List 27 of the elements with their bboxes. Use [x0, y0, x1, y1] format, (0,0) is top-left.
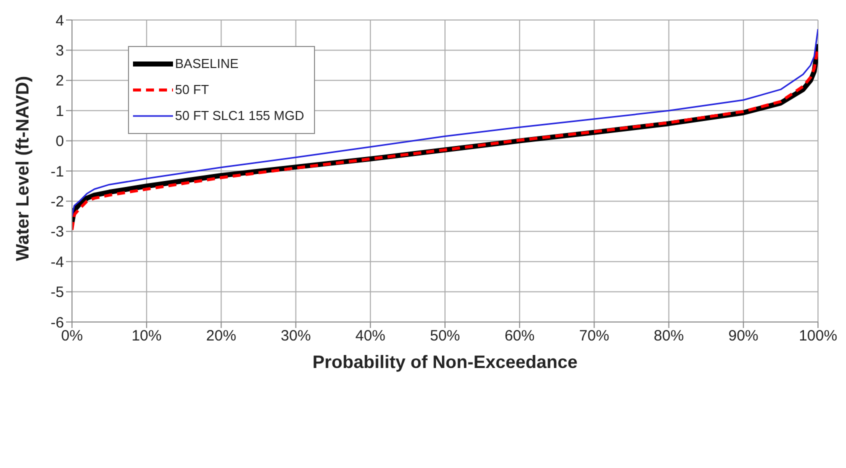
y-tick-label: -3: [50, 224, 64, 241]
y-tick-label: 4: [56, 12, 64, 30]
x-tick-label: 50%: [430, 328, 460, 345]
y-tick-label: -4: [50, 254, 64, 271]
y-tick-label: 1: [56, 102, 64, 120]
x-tick-label: 60%: [504, 328, 535, 345]
y-tick-label: 3: [56, 42, 64, 60]
y-tick-label: -2: [50, 194, 64, 211]
x-tick-label: 0%: [61, 328, 83, 345]
y-tick-label: 2: [56, 72, 64, 90]
legend-label: 50 FT SLC1 155 MGD: [175, 107, 304, 125]
y-axis-title: Water Level (ft-NAVD): [12, 76, 32, 261]
x-tick-label: 10%: [132, 328, 162, 345]
legend-label: 50 FT: [175, 81, 209, 99]
y-tick-label: -6: [50, 314, 64, 332]
x-tick-label: 100%: [798, 328, 838, 345]
x-tick-label: 70%: [579, 328, 610, 345]
x-tick-label: 40%: [355, 328, 386, 345]
x-tick-label: 80%: [654, 328, 684, 345]
y-tick-label: -5: [50, 284, 64, 302]
x-axis-title: Probability of Non-Exceedance: [312, 352, 578, 372]
x-tick-label: 20%: [206, 328, 236, 345]
x-tick-label: 90%: [728, 328, 758, 345]
y-tick-label: -1: [50, 163, 64, 180]
legend-label: BASELINE: [175, 55, 239, 73]
x-tick-label: 30%: [280, 328, 311, 345]
y-tick-label: 0: [56, 133, 64, 150]
